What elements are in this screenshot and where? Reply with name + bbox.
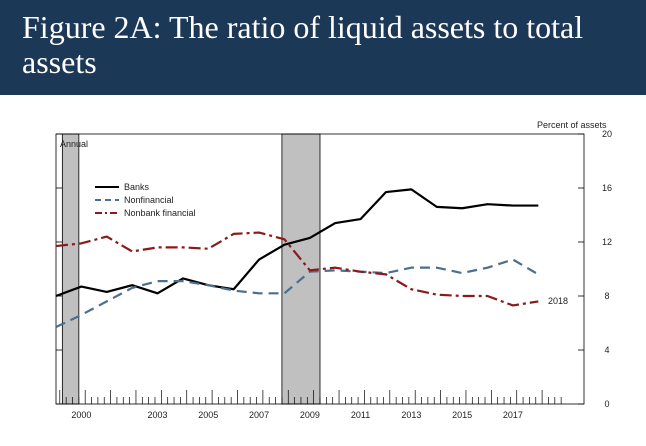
y-tick-label: 20 bbox=[602, 129, 612, 139]
legend-label: Nonbank financial bbox=[124, 208, 196, 218]
page-title: Figure 2A: The ratio of liquid assets to… bbox=[22, 9, 584, 80]
series-line bbox=[55, 258, 539, 329]
legend: Banks Nonfinancial Nonbank financial bbox=[95, 182, 196, 218]
x-tick-label: 2005 bbox=[198, 410, 218, 420]
x-axis: 2000 2003 2005 2007 2009 2011 2013 2015 2017 bbox=[59, 390, 562, 420]
x-tick-label: 2013 bbox=[401, 410, 421, 420]
series-line bbox=[55, 188, 539, 298]
header-banner: Figure 2A: The ratio of liquid assets to… bbox=[0, 0, 646, 95]
y-tick-label: 0 bbox=[604, 399, 609, 409]
frequency-label: Annual bbox=[60, 139, 88, 149]
x-tick-label: 2000 bbox=[71, 410, 91, 420]
y-tick-label: 12 bbox=[602, 237, 612, 247]
x-tick-label: 2003 bbox=[148, 410, 168, 420]
y-tick-label: 8 bbox=[604, 291, 609, 301]
x-tick-label: 2011 bbox=[351, 410, 370, 420]
y-tick-label: 16 bbox=[602, 183, 612, 193]
recession-bands bbox=[61, 133, 321, 405]
series-line bbox=[55, 231, 539, 307]
x-tick-label: 2017 bbox=[503, 410, 523, 420]
chart: 2000 2003 2005 2007 2009 2011 2013 2015 2017 0 4 8… bbox=[55, 120, 612, 420]
recession-band bbox=[61, 133, 80, 405]
series-lines bbox=[55, 188, 539, 329]
legend-label: Nonfinancial bbox=[124, 195, 174, 205]
legend-label: Banks bbox=[124, 182, 150, 192]
y-tick-label: 4 bbox=[604, 345, 609, 355]
x-tick-label: 2015 bbox=[452, 410, 472, 420]
y-unit-label: Percent of assets bbox=[537, 120, 607, 130]
end-year-label: 2018 bbox=[548, 296, 568, 306]
x-tick-label: 2009 bbox=[300, 410, 320, 420]
x-tick-label: 2007 bbox=[249, 410, 269, 420]
